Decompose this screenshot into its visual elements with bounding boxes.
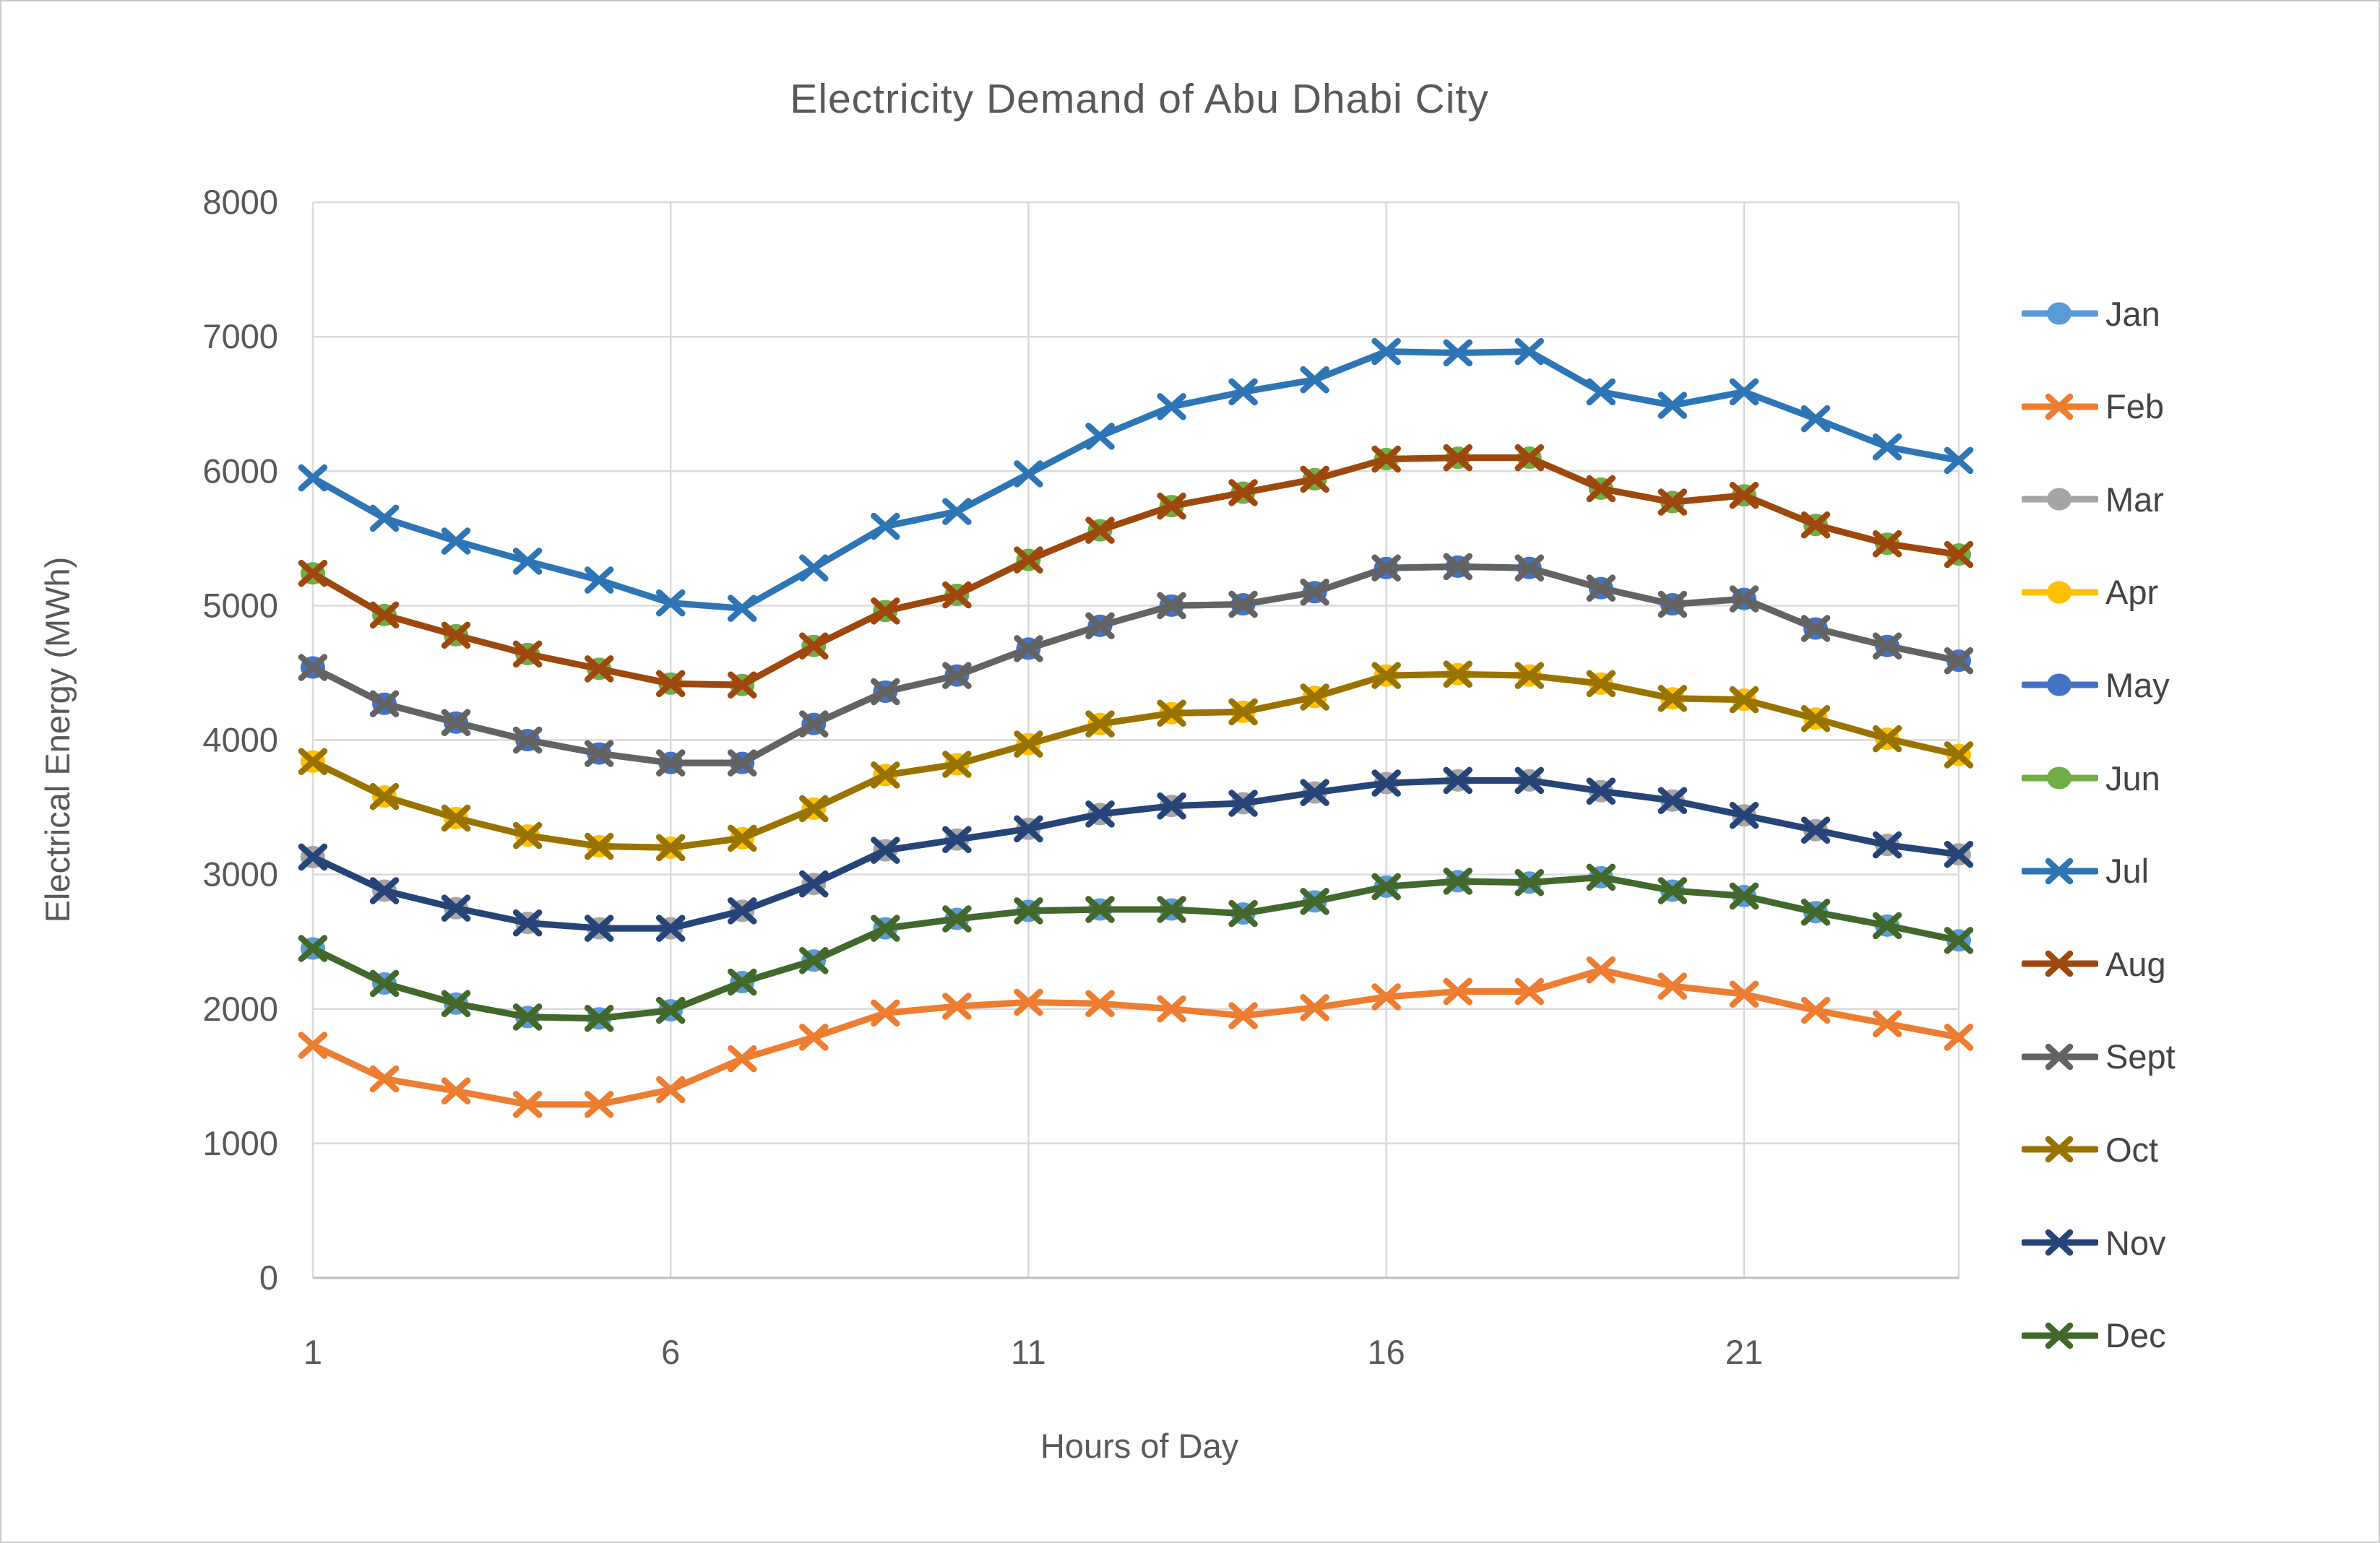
legend-label: Sept: [2105, 1037, 2176, 1076]
legend-marker-oct: [2022, 1136, 2098, 1163]
chart-title: Electricity Demand of Abu Dhabi City: [790, 76, 1489, 122]
svg-text:3000: 3000: [202, 855, 278, 894]
legend-marker-apr: [2022, 581, 2098, 604]
legend-label: Jan: [2105, 294, 2160, 333]
legend-marker-sept: [2022, 1043, 2098, 1071]
legend-marker-aug: [2022, 950, 2098, 977]
legend-label: Jun: [2105, 758, 2160, 798]
legend-item-sept: Sept: [2022, 1037, 2176, 1076]
x-axis-title: Hours of Day: [1040, 1427, 1239, 1465]
legend-label: Dec: [2105, 1316, 2166, 1355]
legend-item-jan: Jan: [2022, 294, 2160, 333]
legend-marker-mar: [2022, 488, 2098, 511]
svg-text:5000: 5000: [202, 586, 278, 624]
svg-text:1000: 1000: [202, 1124, 278, 1162]
y-axis-title: Electrical Energy (MWh): [38, 556, 77, 923]
legend-label: Feb: [2105, 387, 2164, 426]
legend-item-apr: Apr: [2022, 573, 2159, 612]
legend-label: May: [2105, 665, 2170, 704]
svg-text:4000: 4000: [202, 721, 278, 759]
legend-item-may: May: [2022, 665, 2170, 704]
legend-label: Aug: [2105, 944, 2166, 983]
svg-text:11: 11: [1011, 1333, 1046, 1371]
legend-item-nov: Nov: [2022, 1223, 2166, 1262]
legend-label: Mar: [2105, 480, 2164, 519]
legend-marker-may: [2022, 673, 2098, 696]
legend-marker-jun: [2022, 766, 2098, 790]
svg-text:16: 16: [1368, 1333, 1405, 1371]
legend-marker-dec: [2022, 1322, 2098, 1349]
svg-text:6: 6: [661, 1333, 680, 1371]
legend-item-oct: Oct: [2022, 1130, 2159, 1169]
legend-item-jun: Jun: [2022, 758, 2160, 798]
legend-marker-jul: [2022, 857, 2098, 884]
legend-item-aug: Aug: [2022, 944, 2166, 983]
svg-text:6000: 6000: [202, 451, 278, 490]
legend-marker-feb: [2022, 393, 2098, 420]
legend-marker-nov: [2022, 1229, 2098, 1256]
svg-text:8000: 8000: [202, 183, 278, 221]
legend-label: Nov: [2105, 1223, 2166, 1262]
svg-text:7000: 7000: [202, 317, 278, 355]
svg-text:1: 1: [303, 1333, 322, 1371]
legend-item-jul: Jul: [2022, 852, 2150, 891]
legend-item-mar: Mar: [2022, 480, 2164, 519]
legend-item-feb: Feb: [2022, 387, 2164, 426]
legend: Jan Feb Mar Apr May Jun Jul Aug Sept Oct Nov Dec: [2022, 1, 2368, 1542]
legend-item-dec: Dec: [2022, 1316, 2166, 1355]
legend-label: Jul: [2105, 852, 2150, 891]
legend-label: Apr: [2105, 573, 2159, 612]
svg-text:0: 0: [259, 1258, 278, 1297]
svg-text:21: 21: [1725, 1333, 1763, 1371]
svg-text:2000: 2000: [202, 990, 278, 1028]
legend-marker-jan: [2022, 302, 2098, 325]
legend-label: Oct: [2105, 1130, 2159, 1169]
